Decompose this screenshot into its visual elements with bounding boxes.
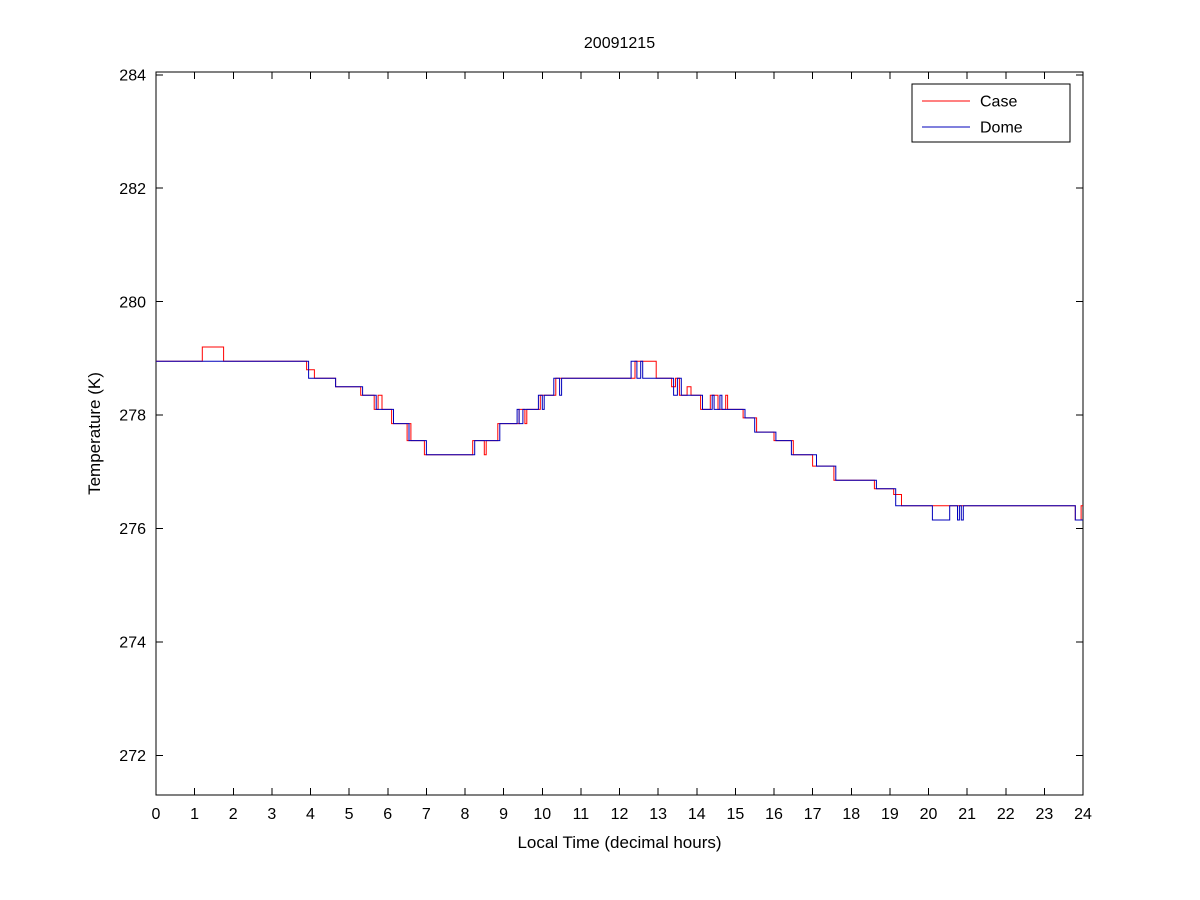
x-tick-label: 5 xyxy=(345,806,354,823)
y-tick-label: 282 xyxy=(119,181,146,198)
chart-title: 20091215 xyxy=(584,35,655,52)
x-tick-label: 13 xyxy=(649,806,667,823)
x-tick-label: 14 xyxy=(688,806,706,823)
x-axis-label: Local Time (decimal hours) xyxy=(517,833,721,852)
x-tick-label: 18 xyxy=(842,806,860,823)
x-tick-label: 3 xyxy=(267,806,276,823)
x-tick-label: 21 xyxy=(958,806,976,823)
y-tick-label: 276 xyxy=(119,521,146,538)
x-tick-label: 2 xyxy=(229,806,238,823)
series-dome-line xyxy=(156,360,1083,521)
x-tick-label: 0 xyxy=(152,806,161,823)
x-tick-label: 15 xyxy=(726,806,744,823)
x-tick-label: 19 xyxy=(881,806,899,823)
x-tick-label: 16 xyxy=(765,806,783,823)
x-tick-label: 20 xyxy=(920,806,938,823)
x-tick-label: 4 xyxy=(306,806,315,823)
y-tick-label: 284 xyxy=(119,67,146,84)
x-tick-label: 1 xyxy=(190,806,199,823)
x-tick-label: 22 xyxy=(997,806,1015,823)
legend-entry-dome: Dome xyxy=(980,120,1023,137)
y-tick-label: 280 xyxy=(119,294,146,311)
plot-area xyxy=(155,71,1084,796)
x-tick-label: 12 xyxy=(611,806,629,823)
y-tick-label: 274 xyxy=(119,634,146,651)
x-tick-label: 23 xyxy=(1035,806,1053,823)
x-tick-label: 17 xyxy=(804,806,822,823)
x-tick-label: 10 xyxy=(533,806,551,823)
legend-entry-case: Case xyxy=(980,94,1017,111)
x-tick-label: 7 xyxy=(422,806,431,823)
x-tick-label: 6 xyxy=(383,806,392,823)
x-tick-label: 8 xyxy=(461,806,470,823)
x-tick-label: 24 xyxy=(1074,806,1092,823)
x-tick-label: 9 xyxy=(499,806,508,823)
x-tick-label: 11 xyxy=(573,806,590,823)
legend xyxy=(911,83,1071,143)
y-tick-label: 278 xyxy=(119,408,146,425)
y-tick-label: 272 xyxy=(119,748,146,765)
y-axis-label: Temperature (K) xyxy=(85,372,104,495)
